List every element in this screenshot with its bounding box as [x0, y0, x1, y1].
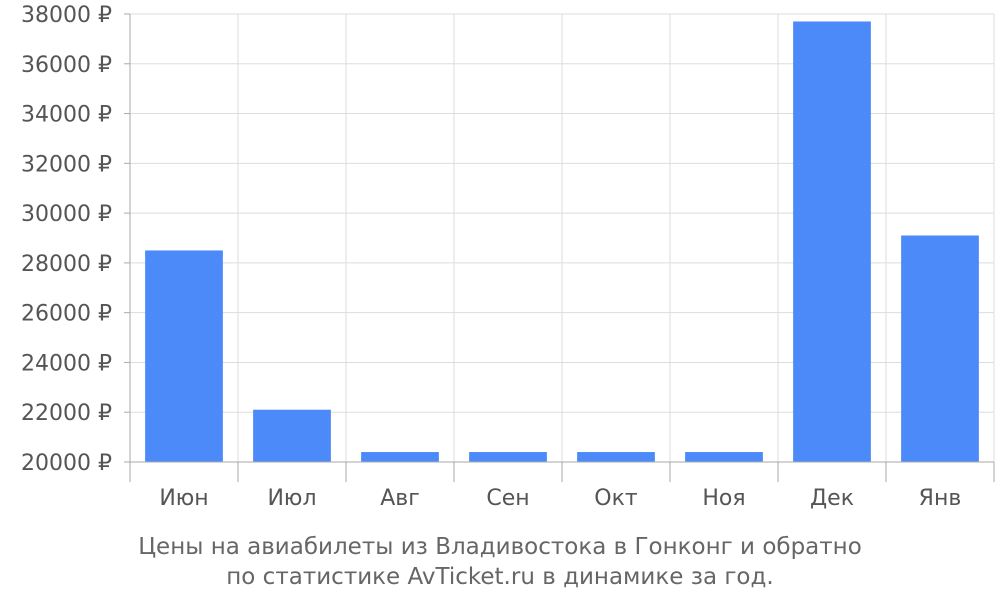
bar-4: [469, 452, 547, 462]
axes: [124, 13, 995, 482]
bar-5: [577, 452, 655, 462]
chart-caption-line-1: Цены на авиабилеты из Владивостока в Гон…: [138, 534, 862, 560]
y-tick-label: 22000 ₽: [21, 401, 112, 426]
x-tick-label: Июл: [267, 486, 316, 511]
x-tick-label: Дек: [810, 486, 854, 511]
bar-2: [253, 409, 331, 462]
chart-caption-line-2: по статистике AvTicket.ru в динамике за …: [226, 564, 774, 590]
y-tick-label: 30000 ₽: [21, 202, 112, 227]
bar-8: [901, 235, 979, 462]
x-tick-label: Янв: [919, 486, 962, 511]
y-tick-label: 28000 ₽: [21, 252, 112, 277]
y-tick-label: 32000 ₽: [21, 152, 112, 177]
bar-7: [793, 21, 871, 462]
x-tick-label: Ноя: [702, 486, 745, 511]
y-tick-label: 34000 ₽: [21, 103, 112, 128]
bars: [145, 21, 979, 462]
y-tick-label: 24000 ₽: [21, 351, 112, 376]
x-tick-label: Авг: [380, 486, 420, 511]
y-tick-label: 36000 ₽: [21, 53, 112, 78]
x-tick-label: Окт: [594, 486, 638, 511]
x-tick-label: Июн: [159, 486, 208, 511]
y-tick-label: 26000 ₽: [21, 302, 112, 327]
bar-3: [361, 452, 439, 462]
y-tick-label: 20000 ₽: [21, 451, 112, 476]
x-tick-label: Сен: [486, 486, 529, 511]
y-tick-label: 38000 ₽: [21, 3, 112, 28]
y-tick-labels: 20000 ₽ 22000 ₽ 24000 ₽ 26000 ₽ 28000 ₽ 30000…: [21, 3, 112, 476]
bar-1: [145, 250, 223, 462]
x-tick-labels: Июн Июл Авг Сен Окт Ноя Дек Янв: [159, 486, 961, 511]
price-bar-chart: 20000 ₽ 22000 ₽ 24000 ₽ 26000 ₽ 28000 ₽ 30000…: [21, 3, 995, 511]
bar-6: [685, 452, 763, 462]
